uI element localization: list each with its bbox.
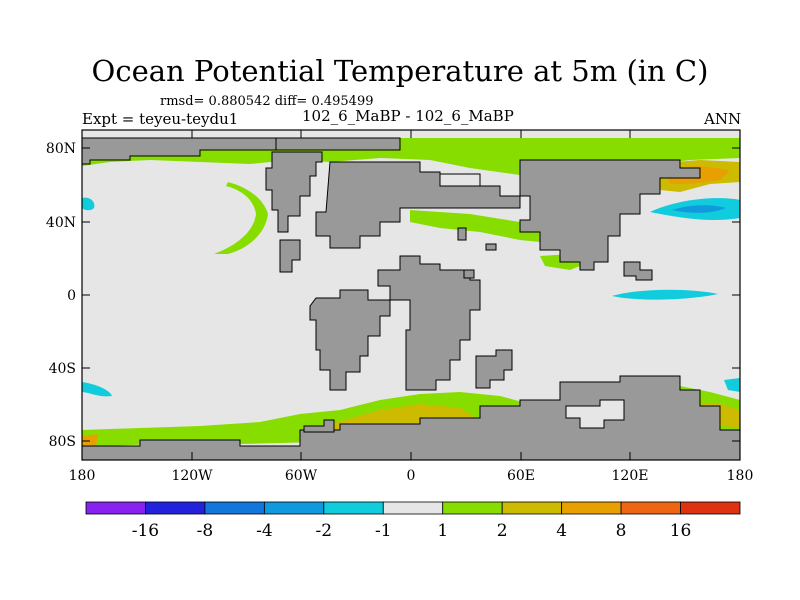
colorbar-swatch [442,501,503,515]
colorbar-swatch [323,501,384,515]
west-edge-cold-north [82,197,95,211]
africa-land [377,255,481,391]
colorbar-label: 8 [616,521,627,541]
west-edge-cold-south [82,382,112,397]
colorbar-swatch [680,501,741,515]
x-tick-label: 60W [285,468,318,484]
difference-case-label: 102_6_MaBP - 102_6_MaBP [302,107,514,125]
colorbar-swatch [263,501,325,515]
rmsd-diff-stats: rmsd= 0.880542 diff= 0.495499 [160,94,374,109]
colorbar-swatch [204,501,265,515]
x-tick-label: 120E [612,468,649,484]
colorbar-label: -16 [132,521,159,541]
y-tick-label: 40N [46,215,76,231]
y-tick-labels: 80N 40N 0 40S 80S [46,141,76,450]
small-island-pacific [485,243,497,251]
y-tick-label: 0 [67,288,76,304]
y-tick-label: 40S [49,361,76,377]
colorbar-swatch [85,501,146,515]
colorbar-swatch [501,501,563,515]
experiment-label: Expt = teyeu-teydu1 [82,110,239,128]
south-atlantic-island [463,269,475,279]
equatorial-cold-lens [612,289,718,300]
colorbar-label: 16 [670,521,692,541]
y-tick-label: 80S [49,434,76,450]
arctic-inlet [439,173,481,187]
madagascar-land [475,349,513,389]
south-america-land [309,289,391,391]
x-tick-label: 180 [69,468,96,484]
colorbar-label: 1 [437,521,448,541]
colorbar-swatch [382,501,444,515]
colorbar-label: -4 [256,521,273,541]
x-tick-labels: 180 120W 60W 0 60E 120E 180 [69,468,754,484]
antarctica-land [81,375,741,461]
colorbar-label: 4 [556,521,567,541]
antarctic-peninsula [303,419,335,433]
season-label: ANN [704,110,742,128]
map-panel [81,129,741,461]
colorbar-label: -8 [197,521,214,541]
eurasia-land [519,159,701,271]
colorbar: -16 -8 -4 -2 -1 1 2 4 8 16 [85,501,741,541]
east-edge-cold-south [724,378,740,392]
central-america-strip [279,239,301,273]
north-pacific-warm-arc [214,182,268,254]
colorbar-swatch [145,501,206,515]
y-tick-label: 80N [46,141,76,157]
x-axis [81,130,741,460]
land-masses [81,137,741,461]
x-tick-label: 0 [407,468,416,484]
colorbar-label: -2 [316,521,333,541]
colorbar-label: -1 [375,521,392,541]
x-tick-label: 180 [727,468,754,484]
east-atlantic-cold-core [672,205,726,213]
north-america-land [265,151,323,233]
colorbar-label: 2 [497,521,508,541]
plot-title: Ocean Potential Temperature at 5m (in C) [91,54,709,88]
arctic-strip [275,137,401,151]
antarctic-bay [565,399,625,429]
colorbar-swatch [561,501,622,515]
x-tick-label: 120W [171,468,213,484]
y-axis [82,147,740,442]
colorbar-swatch [620,501,681,515]
small-island-north [457,227,467,241]
x-tick-label: 60E [507,468,535,484]
india-land [623,261,653,281]
